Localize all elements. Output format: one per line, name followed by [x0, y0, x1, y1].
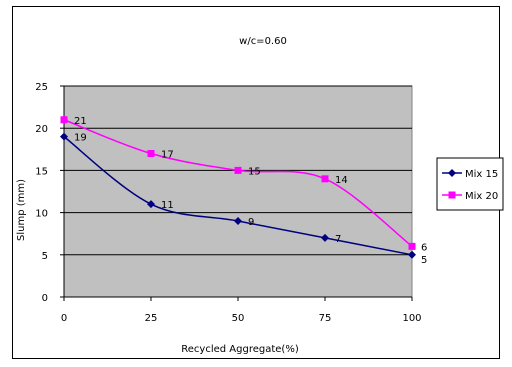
data-label: 21 [74, 116, 87, 127]
data-label: 6 [421, 242, 427, 253]
x-tick-label: 100 [402, 313, 421, 324]
data-label: 15 [248, 166, 261, 177]
y-tick-label: 25 [35, 82, 48, 93]
x-tick-label: 50 [232, 313, 245, 324]
data-point [321, 233, 329, 242]
data-label: 14 [335, 175, 348, 186]
legend-label: Mix 20 [465, 191, 498, 202]
data-point [147, 150, 155, 158]
y-tick-label: 20 [35, 124, 48, 135]
y-tick-label: 15 [35, 166, 48, 177]
plot-area [63, 85, 413, 298]
x-tick-label: 75 [319, 313, 332, 324]
data-label: 17 [161, 150, 174, 161]
y-tick-label: 0 [42, 293, 48, 304]
data-point [60, 116, 68, 124]
data-point [60, 132, 68, 141]
data-label: 11 [161, 200, 174, 211]
y-tick-label: 5 [42, 251, 48, 262]
gridlines [64, 85, 412, 256]
data-label: 19 [74, 133, 87, 144]
data-label: 5 [421, 255, 427, 266]
series-layer: 19 11 9 7 5 21 17 15 14 6 [60, 116, 427, 266]
y-tick-label: 10 [35, 209, 48, 220]
legend-box [436, 157, 504, 211]
legend: Mix 15 Mix 20 [436, 157, 504, 211]
legend-marker [448, 191, 456, 199]
data-label: 7 [335, 234, 341, 245]
legend-label: Mix 15 [465, 169, 498, 180]
x-tick-label: 0 [61, 313, 67, 324]
x-tick-label: 25 [145, 313, 158, 324]
data-point [147, 200, 155, 209]
data-point [234, 217, 242, 226]
legend-marker [448, 169, 456, 177]
data-point [408, 250, 416, 259]
data-point [408, 242, 416, 250]
x-axis-label: Recycled Aggregate(%) [181, 344, 299, 355]
y-axis-label: Slump (mm) [16, 179, 27, 241]
data-point [321, 175, 329, 183]
data-point [234, 166, 242, 174]
data-label: 9 [248, 217, 254, 228]
chart-title: w/c=0.60 [239, 36, 287, 47]
